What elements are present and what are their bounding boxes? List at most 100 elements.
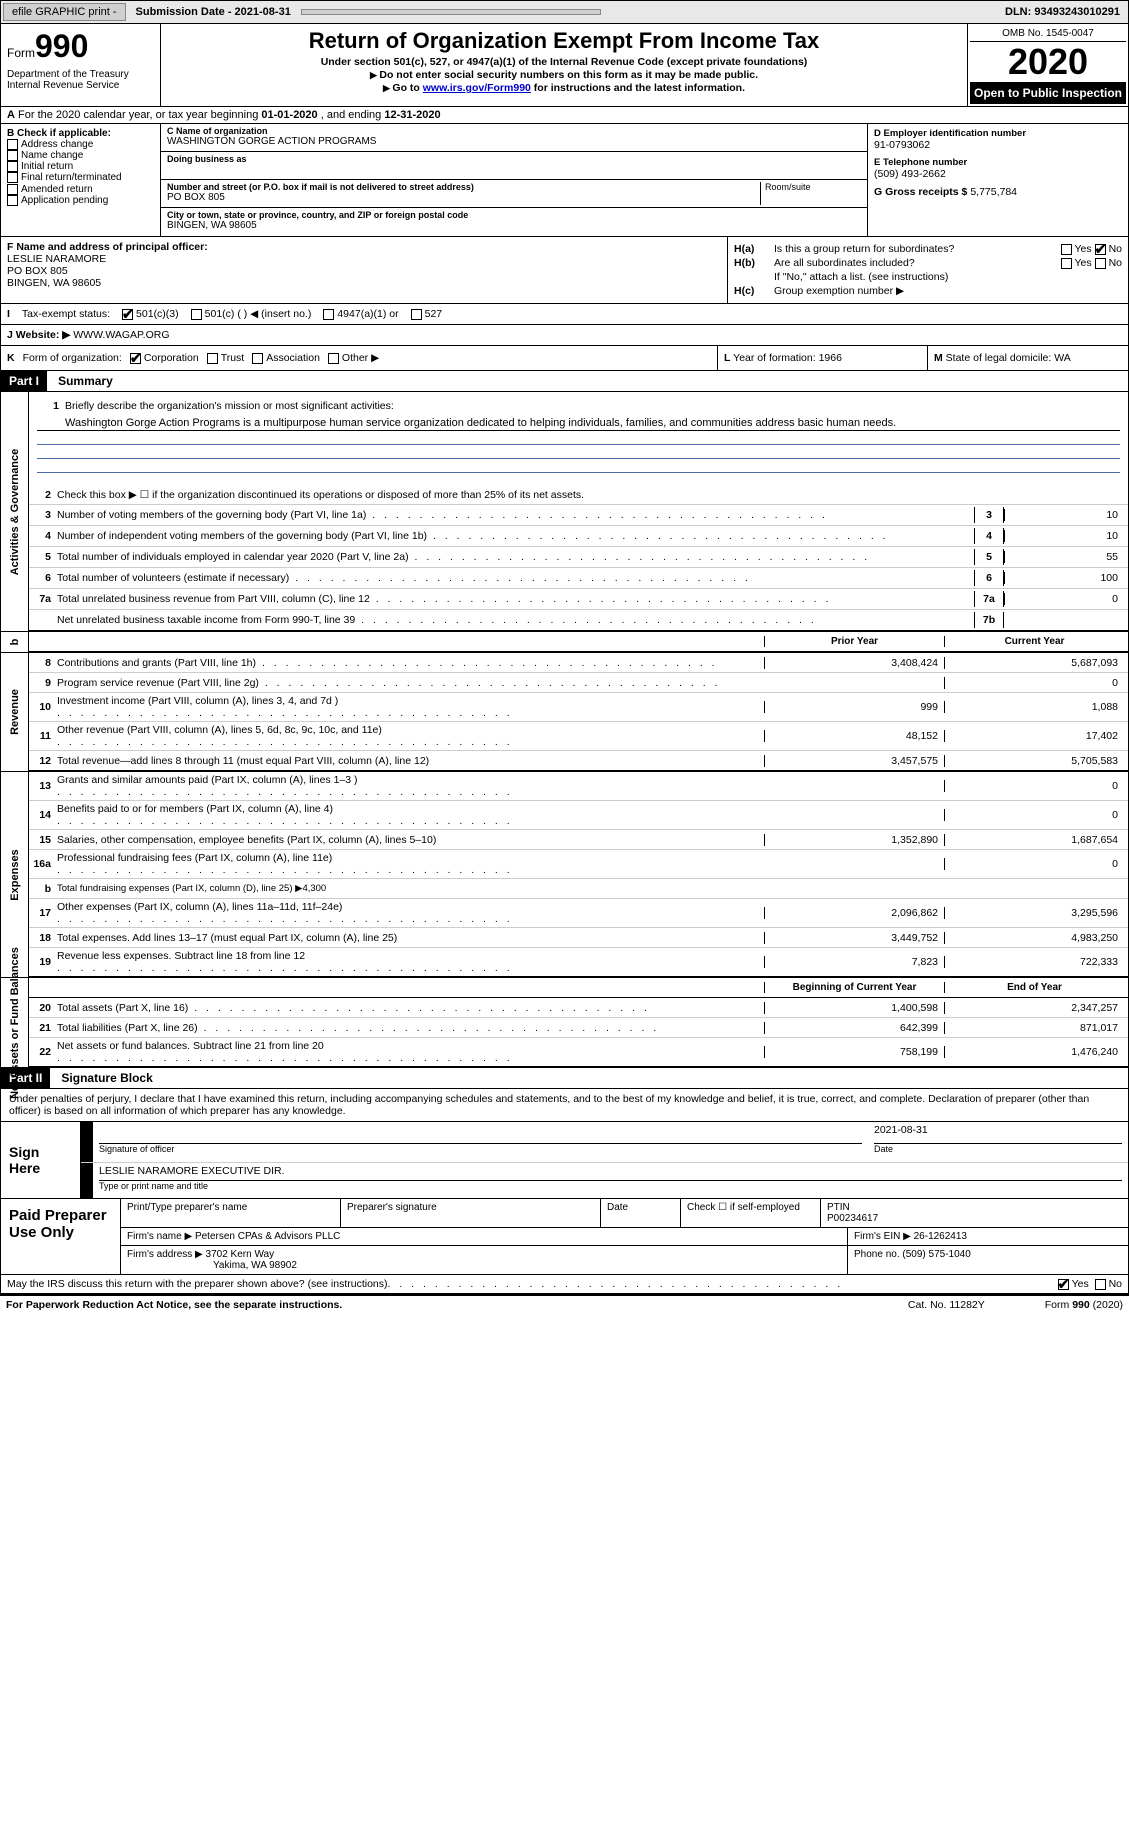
opt-corporation[interactable]: Corporation — [130, 352, 199, 364]
line-10: 10Investment income (Part VIII, column (… — [29, 693, 1128, 722]
form-title: Return of Organization Exempt From Incom… — [167, 28, 961, 54]
line-21: 21Total liabilities (Part X, line 26) 64… — [29, 1018, 1128, 1038]
hb-no-checkbox[interactable] — [1095, 258, 1106, 269]
side-net-assets: Net Assets or Fund Balances — [1, 978, 29, 1067]
ha-no-checkbox[interactable] — [1095, 244, 1106, 255]
sub3-pre: Go to — [392, 82, 422, 94]
line-7a: 7a Total unrelated business revenue from… — [29, 589, 1128, 610]
ha-yes-checkbox[interactable] — [1061, 244, 1072, 255]
gross-label: G Gross receipts $ — [874, 186, 967, 198]
header-right: OMB No. 1545-0047 2020 Open to Public In… — [968, 24, 1128, 106]
discuss-yes[interactable]: Yes — [1058, 1278, 1089, 1290]
efile-print-button[interactable]: efile GRAPHIC print - — [3, 3, 126, 21]
col-m: M State of legal domicile: WA — [928, 346, 1128, 370]
opt-address-change[interactable]: Address change — [7, 139, 154, 150]
col-h: H(a) Is this a group return for subordin… — [728, 237, 1128, 303]
part-1-num: Part I — [1, 371, 47, 391]
room-suite: Room/suite — [761, 182, 861, 205]
dln: DLN: 93493243010291 — [997, 4, 1128, 20]
city-cell: City or town, state or province, country… — [161, 208, 867, 236]
h-a-text: Is this a group return for subordinates? — [774, 243, 1061, 255]
opt-application-pending[interactable]: Application pending — [7, 195, 154, 206]
ptin-value: P00234617 — [827, 1213, 878, 1224]
h-c-label: H(c) — [734, 285, 774, 297]
org-name: WASHINGTON GORGE ACTION PROGRAMS — [167, 136, 861, 147]
line-14: 14Benefits paid to or for members (Part … — [29, 801, 1128, 830]
col-cd: C Name of organization WASHINGTON GORGE … — [161, 124, 1128, 236]
opt-501c3[interactable]: 501(c)(3) — [122, 308, 179, 320]
opt-initial-return[interactable]: Initial return — [7, 161, 154, 172]
h-b-label: H(b) — [734, 257, 774, 269]
col-f: F Name and address of principal officer:… — [1, 237, 728, 303]
line-6: 6 Total number of volunteers (estimate i… — [29, 568, 1128, 589]
form-990: 990 — [35, 28, 88, 64]
row-m-label: M — [934, 352, 943, 364]
opt-name-change[interactable]: Name change — [7, 150, 154, 161]
firm-phone-cell: Phone no. (509) 575-1040 — [848, 1246, 1128, 1274]
footer-left: For Paperwork Reduction Act Notice, see … — [6, 1299, 342, 1311]
line-18: 18Total expenses. Add lines 13–17 (must … — [29, 928, 1128, 948]
h-b-note: If "No," attach a list. (see instruction… — [774, 271, 1122, 283]
discuss-text: May the IRS discuss this return with the… — [7, 1278, 388, 1290]
col-f-label: F Name and address of principal officer: — [7, 241, 208, 253]
row-i-text: Tax-exempt status: — [22, 308, 110, 320]
discuss-no[interactable]: No — [1095, 1278, 1122, 1290]
opt-4947[interactable]: 4947(a)(1) or — [323, 308, 398, 320]
col-b-header: B Check if applicable: — [7, 128, 154, 139]
top-bar: efile GRAPHIC print - Submission Date - … — [0, 0, 1129, 24]
signature-section: Under penalties of perjury, I declare th… — [0, 1089, 1129, 1294]
summary-revenue: Revenue 8Contributions and grants (Part … — [0, 653, 1129, 772]
col-c: C Name of organization WASHINGTON GORGE … — [161, 124, 868, 236]
line-11: 11Other revenue (Part VIII, column (A), … — [29, 722, 1128, 751]
line-7b: Net unrelated business taxable income fr… — [29, 610, 1128, 631]
mission-box: 1 Briefly describe the organization's mi… — [29, 392, 1128, 485]
form-header: Form990 Department of the Treasury Inter… — [0, 24, 1129, 107]
paid-hdr-row: Print/Type preparer's name Preparer's si… — [121, 1199, 1128, 1228]
opt-final-return[interactable]: Final return/terminated — [7, 172, 154, 183]
dba-label: Doing business as — [167, 154, 861, 164]
line-16b: bTotal fundraising expenses (Part IX, co… — [29, 879, 1128, 899]
line-5: 5 Total number of individuals employed i… — [29, 547, 1128, 568]
officer-addr1: PO BOX 805 — [7, 265, 721, 277]
row-j: J Website: ▶ WWW.WAGAP.ORG — [0, 325, 1129, 346]
part-2-title: Signature Block — [53, 1068, 160, 1088]
opt-trust[interactable]: Trust — [207, 352, 245, 364]
address-value: PO BOX 805 — [167, 192, 756, 203]
prior-year-header: Prior Year — [764, 636, 944, 647]
begin-year-header: Beginning of Current Year — [764, 982, 944, 993]
ein-value: 91-0793062 — [874, 139, 1122, 151]
row-l-label: L — [724, 352, 730, 364]
blank-button[interactable] — [301, 9, 601, 15]
line-20: 20Total assets (Part X, line 16) 1,400,5… — [29, 998, 1128, 1018]
footer-right: Form 990 (2020) — [1045, 1299, 1123, 1311]
hb-yes-checkbox[interactable] — [1061, 258, 1072, 269]
summary-hdr-row: b Prior Year Current Year — [0, 632, 1129, 653]
paid-preparer-body: Print/Type preparer's name Preparer's si… — [121, 1199, 1128, 1274]
line-15: 15Salaries, other compensation, employee… — [29, 830, 1128, 850]
tax-year: 2020 — [970, 42, 1126, 82]
firm-addr-row: Firm's address ▶ 3702 Kern Way Yakima, W… — [121, 1246, 1128, 1274]
preparer-name-hdr: Print/Type preparer's name — [121, 1199, 341, 1227]
irs-link[interactable]: www.irs.gov/Form990 — [423, 82, 531, 94]
firm-ein: 26-1262413 — [914, 1231, 967, 1242]
opt-amended-return[interactable]: Amended return — [7, 184, 154, 195]
phone-label: E Telephone number — [874, 157, 1122, 168]
signature-of-officer-label: Signature of officer — [99, 1144, 862, 1154]
opt-association[interactable]: Association — [252, 352, 320, 364]
sign-here-row: Sign Here Signature of officer 2021-08-3… — [1, 1121, 1128, 1198]
opt-527[interactable]: 527 — [411, 308, 443, 320]
summary-net-assets: Net Assets or Fund Balances Beginning of… — [0, 978, 1129, 1068]
line-2: 2 Check this box ▶ ☐ if the organization… — [29, 485, 1128, 505]
submission-date: Submission Date - 2021-08-31 — [128, 4, 299, 20]
firm-ein-cell: Firm's EIN ▶ 26-1262413 — [848, 1228, 1128, 1245]
line-1-num: 1 — [41, 400, 65, 412]
opt-501c[interactable]: 501(c) ( ) ◀ (insert no.) — [191, 308, 312, 320]
opt-other[interactable]: Other ▶ — [328, 352, 379, 364]
officer-name-title: LESLIE NARAMORE EXECUTIVE DIR. — [99, 1165, 1122, 1181]
header-middle: Return of Organization Exempt From Incom… — [161, 24, 968, 106]
header-left: Form990 Department of the Treasury Inter… — [1, 24, 161, 106]
side-governance: Activities & Governance — [1, 392, 29, 631]
h-a-label: H(a) — [734, 243, 774, 255]
paid-preparer-section: Paid Preparer Use Only Print/Type prepar… — [1, 1198, 1128, 1274]
form-prefix: Form — [7, 46, 35, 60]
